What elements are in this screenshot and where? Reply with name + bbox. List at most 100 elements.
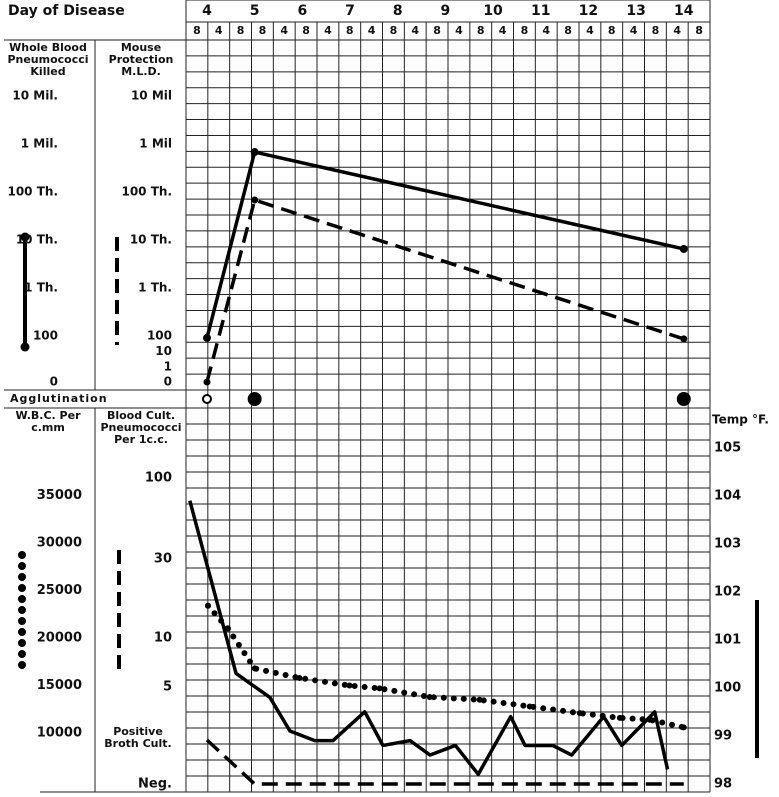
y-tick-label: 1 Th. [24, 281, 58, 295]
hour-label: 4 [215, 24, 223, 37]
data-point [680, 335, 688, 343]
hour-label: 4 [499, 24, 507, 37]
y-axis-title: Whole Blood Pneumococci Killed [7, 42, 89, 78]
hour-label: 4 [586, 24, 594, 37]
culture-axis-title: Blood Cult. Pneumococci Per 1c.c. [100, 410, 182, 446]
data-point [204, 602, 211, 609]
y-tick-label: 10 Th. [16, 233, 58, 247]
y-tick-label: 1 Mil. [21, 137, 58, 151]
hour-label: 8 [477, 24, 485, 37]
x-tick-label: 11 [531, 3, 550, 19]
y2-tick-label: 10 Th. [130, 233, 172, 247]
data-point [576, 710, 583, 717]
data-point [251, 196, 259, 204]
temp-axis-title: Temp °F. [712, 413, 769, 427]
hour-label: 4 [368, 24, 376, 37]
data-point [251, 665, 258, 672]
y-tick-label: 30000 [37, 535, 82, 550]
series-line [188, 500, 670, 776]
y2-tick-label: 10 Mil [131, 89, 172, 103]
y-tick-label: 15000 [37, 678, 82, 693]
x-tick-label: 4 [202, 3, 212, 19]
y2-tick-label: 105 [714, 440, 741, 455]
hour-label: 4 [542, 24, 550, 37]
y2-tick-label: 1 [164, 360, 172, 374]
data-point [376, 685, 383, 692]
culture-tick-label: Positive Broth Cult. [104, 726, 172, 750]
data-point [202, 333, 211, 342]
x-tick-label: 12 [579, 3, 598, 19]
x-tick-label: 9 [441, 3, 451, 19]
agglutination-mark [247, 392, 262, 406]
series-line [205, 198, 685, 383]
hour-label: 8 [193, 24, 201, 37]
y-axis-title: Whole Blood Pneumococci Killed [7, 42, 89, 78]
hour-label: 4 [324, 24, 332, 37]
hour-label: 8 [652, 24, 660, 37]
x-tick-label: 6 [297, 3, 307, 19]
y-tick-label: 100 Th. [7, 185, 58, 199]
hour-label: 8 [346, 24, 354, 37]
hour-label: 8 [564, 24, 572, 37]
hour-label: 4 [455, 24, 463, 37]
agglutination-mark [676, 392, 691, 406]
agglutination-label: Agglutination [10, 392, 108, 405]
y2-tick-label: 100 [714, 680, 741, 695]
legend-samples [18, 232, 759, 758]
hour-label: 8 [521, 24, 529, 37]
culture-tick-label: 100 [145, 471, 172, 486]
agglutination-mark [201, 394, 212, 404]
y-tick-label: 100 [33, 329, 58, 343]
y2-tick-label: 100 Th. [121, 185, 172, 199]
y-tick-label: 20000 [37, 631, 82, 646]
y2-tick-label: 1 Th. [138, 281, 172, 295]
y-tick-label: 10000 [37, 726, 82, 741]
hour-label: 4 [280, 24, 288, 37]
culture-tick-label: Neg. [138, 777, 172, 792]
hour-label: 8 [237, 24, 245, 37]
culture-axis-title: Blood Cult. Pneumococci Per 1c.c. [100, 410, 182, 446]
data-point [680, 724, 687, 731]
y-tick-label: 0 [50, 375, 58, 389]
y-axis-title: W.B.C. Per c.mm [15, 410, 81, 434]
hour-label: 4 [630, 24, 638, 37]
data-point [296, 674, 303, 681]
hour-label: 8 [433, 24, 441, 37]
data-point [679, 244, 688, 253]
culture-tick-label: 5 [163, 680, 172, 695]
y-axis-title: W.B.C. Per c.mm [15, 410, 81, 434]
y-tick-label: 25000 [37, 583, 82, 598]
x-tick-label: 10 [483, 3, 503, 19]
y-tick-label: 35000 [37, 488, 82, 503]
data-point [203, 378, 211, 386]
data-point [526, 703, 533, 710]
hour-label: 8 [302, 24, 310, 37]
x-tick-label: 5 [250, 3, 260, 19]
hour-label: 8 [390, 24, 398, 37]
hour-label: 4 [411, 24, 419, 37]
data-point [476, 696, 483, 703]
hour-label: 4 [673, 24, 681, 37]
data-point [346, 682, 353, 689]
y2-tick-label: 102 [714, 584, 741, 599]
y2-tick-label: 99 [714, 728, 732, 743]
legend-dot [20, 342, 30, 352]
y2-tick-label: 10 [155, 344, 172, 358]
culture-tick-label: Positive Broth Cult. [104, 726, 172, 750]
data-point [224, 625, 231, 632]
x-tick-label: 8 [393, 3, 403, 19]
y2-axis-title: Mouse Protection M.L.D. [108, 42, 174, 78]
y2-tick-label: 1 Mil [139, 137, 172, 151]
x-tick-label: 7 [345, 3, 355, 19]
x-tick-label: 14 [674, 3, 694, 19]
culture-tick-label: 30 [154, 552, 172, 567]
y2-tick-label: 0 [164, 375, 172, 389]
hour-label: 8 [695, 24, 703, 37]
series-line [205, 738, 684, 786]
y2-axis-title: Mouse Protection M.L.D. [108, 42, 174, 78]
hour-label: 8 [608, 24, 616, 37]
data-point [616, 714, 623, 721]
hour-label: 8 [259, 24, 267, 37]
x-axis-title: Day of Disease [8, 3, 125, 19]
